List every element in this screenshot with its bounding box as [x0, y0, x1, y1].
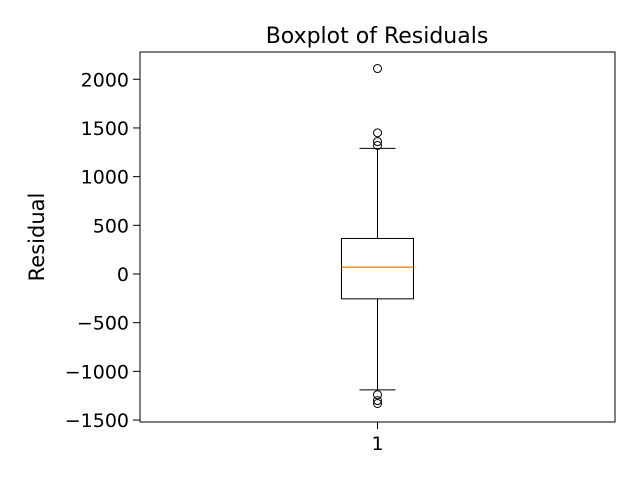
y-tick-label: 1500: [81, 118, 129, 140]
chart-title: Boxplot of Residuals: [266, 24, 489, 49]
y-axis-label: Residual: [25, 193, 49, 282]
outlier-point: [373, 390, 382, 400]
y-tick-label: −1000: [65, 361, 129, 383]
outlier-point: [373, 396, 382, 406]
iqr-box: [341, 237, 414, 300]
y-tick-label: 2000: [81, 69, 129, 91]
x-tick-label: 1: [371, 433, 383, 455]
outlier-point: [373, 140, 382, 150]
plot-area: 2000 1500 1000 500 0 −500 −1000 −1500 1: [65, 64, 414, 455]
y-tick-label: 500: [93, 215, 129, 237]
y-tick-label: 1000: [81, 167, 129, 189]
outlier-point: [373, 128, 382, 138]
y-tick-label: −500: [77, 313, 129, 335]
outlier-point: [373, 64, 382, 74]
axes-frame: [139, 51, 616, 423]
outlier-point: [373, 137, 382, 147]
y-tick-label: 0: [117, 264, 129, 286]
y-tick-label: −1500: [65, 410, 129, 432]
outlier-point: [373, 399, 382, 408]
